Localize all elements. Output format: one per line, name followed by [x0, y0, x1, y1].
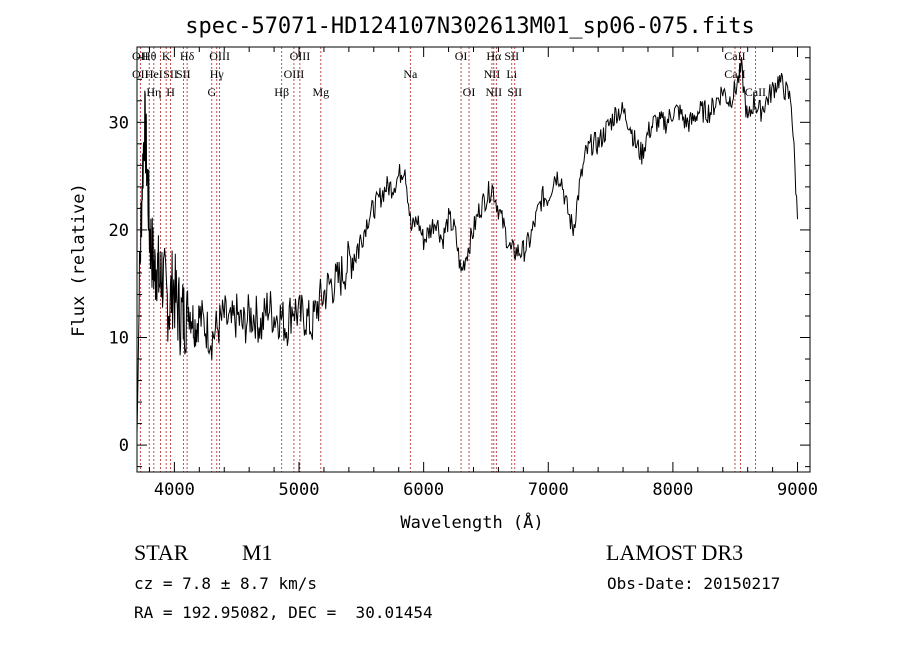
emission-line-label: Hβ [274, 85, 289, 99]
object-subclass: M1 [242, 540, 273, 565]
emission-line-label: OIII [284, 67, 305, 81]
chart-title: spec-57071-HD124107N302613M01_sp06-075.f… [185, 14, 755, 39]
emission-line-label: Na [403, 67, 418, 81]
object-class: STAR [134, 540, 189, 565]
emission-line-label: Hα [486, 49, 502, 63]
survey-name: LAMOST DR3 [606, 540, 743, 565]
emission-line-label: SII [163, 67, 178, 81]
y-axis-label: Flux (relative) [69, 183, 89, 337]
x-tick-label: 5000 [279, 480, 320, 500]
emission-line-label: NII [484, 67, 501, 81]
emission-line-label: Hγ [210, 67, 225, 81]
x-tick-label: 7000 [528, 480, 569, 500]
emission-line-label: NII [485, 85, 502, 99]
emission-line-label: OI [463, 85, 476, 99]
emission-line-label: Hδ [180, 49, 195, 63]
x-axis-label: Wavelength (Å) [400, 511, 543, 533]
emission-line-label: Mg [312, 85, 329, 99]
emission-line-label: K [162, 49, 171, 63]
x-axis-ticks: 4000 5000 6000 7000 8000 9000 [148, 47, 818, 500]
coordinates-text: RA = 192.95082, DEC = 30.01454 [134, 603, 433, 622]
emission-line-label: OI [455, 49, 468, 63]
emission-line-label: OIII [290, 49, 311, 63]
emission-line-label: CaII [724, 49, 745, 63]
x-tick-label: 6000 [403, 480, 444, 500]
emission-line-label: CaII [745, 85, 766, 99]
emission-line-markers [139, 47, 756, 472]
emission-line-label: HeI [145, 67, 163, 81]
emission-line-label: Hθ [142, 49, 157, 63]
x-tick-label: 9000 [777, 480, 818, 500]
emission-line-label: OII [132, 67, 149, 81]
y-tick-label: 10 [109, 329, 129, 349]
emission-line-label: OIII [209, 49, 230, 63]
y-tick-label: 30 [109, 113, 129, 133]
emission-line-label: SII [507, 85, 522, 99]
x-tick-label: 8000 [652, 480, 693, 500]
emission-line-labels: OIIOIIHθHeIHηKSIIHSIIHδGHγOIIIHβOIIIOIII… [132, 49, 766, 99]
redshift-text: cz = 7.8 ± 8.7 km/s [134, 574, 317, 593]
emission-line-label: Hη [146, 85, 161, 99]
emission-line-label: G [207, 85, 216, 99]
emission-line-label: SII [504, 49, 519, 63]
x-tick-label: 4000 [154, 480, 195, 500]
emission-line-label: Li [506, 67, 517, 81]
y-tick-label: 0 [119, 436, 129, 456]
emission-line-label: OII [132, 49, 149, 63]
obs-date-text: Obs-Date: 20150217 [607, 574, 780, 593]
spectrum-series-line [136, 57, 798, 435]
emission-line-label: H [166, 85, 175, 99]
y-tick-label: 20 [109, 221, 129, 241]
emission-line-label: SII [176, 67, 191, 81]
